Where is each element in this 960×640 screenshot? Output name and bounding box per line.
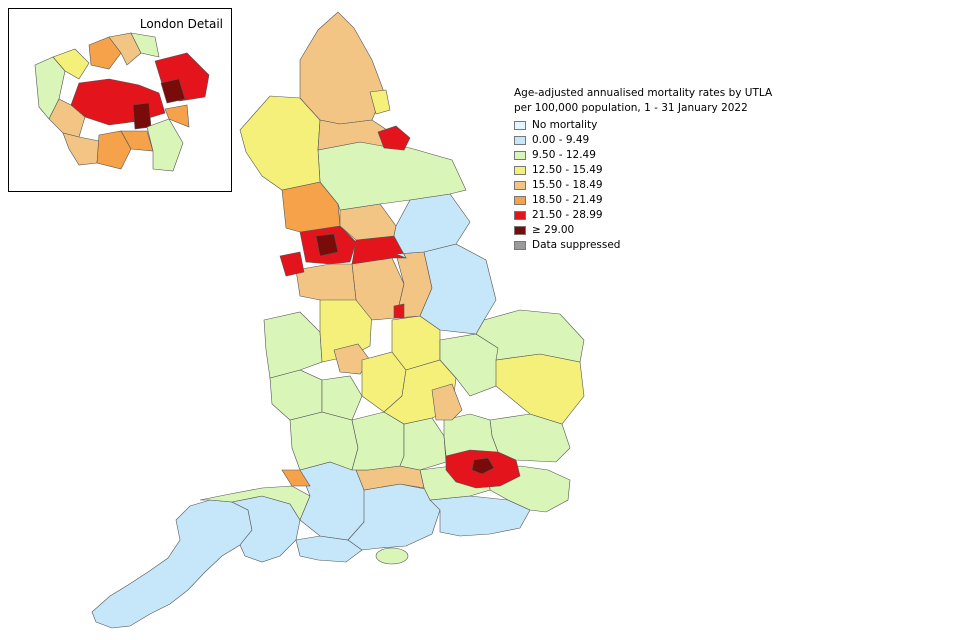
legend-label: Data suppressed — [532, 239, 621, 251]
legend-label: No mortality — [532, 119, 598, 131]
inset-borough-north-b — [108, 32, 142, 66]
region-herefordshire — [269, 369, 323, 421]
region-manchester-core — [315, 233, 339, 257]
legend-item: Data suppressed — [514, 238, 772, 253]
region-bedfordshire — [431, 383, 463, 421]
legend-swatch — [514, 226, 526, 235]
legend-title: Age-adjusted annualised mortality rates … — [514, 86, 772, 116]
region-gloucestershire — [289, 411, 359, 471]
legend-item: ≥ 29.00 — [514, 223, 772, 238]
inset-borough-central — [70, 78, 166, 126]
legend-label: 0.00 - 9.49 — [532, 134, 590, 146]
legend-items: No mortality 0.00 - 9.49 9.50 - 12.49 12.50… — [514, 118, 772, 253]
legend-title-line2: per 100,000 population, 1 - 31 January 2… — [514, 102, 748, 114]
legend-item: 9.50 - 12.49 — [514, 148, 772, 163]
region-oxfordshire — [351, 411, 405, 471]
legend-label: 12.50 - 15.49 — [532, 164, 603, 176]
legend-label: 21.50 - 28.99 — [532, 209, 603, 221]
region-worcestershire — [321, 375, 363, 421]
inset-borough-east-core — [160, 78, 186, 104]
inset-borough-south — [96, 130, 132, 170]
region-isle-of-wight — [375, 547, 409, 565]
legend-swatch — [514, 196, 526, 205]
inset-title: London Detail — [139, 17, 223, 31]
inset-borough-east — [164, 104, 190, 128]
legend-item: 18.50 - 21.49 — [514, 193, 772, 208]
london-inset-box: London Detail — [8, 8, 232, 192]
legend-swatch — [514, 181, 526, 190]
legend-label: 15.50 - 18.49 — [532, 179, 603, 191]
inset-borough-north-c — [130, 32, 160, 58]
region-east-riding — [393, 193, 471, 259]
legend-title-line1: Age-adjusted annualised mortality rates … — [514, 87, 773, 99]
region-bristol-area — [281, 469, 311, 487]
legend-swatch — [514, 136, 526, 145]
region-cheshire — [295, 263, 357, 301]
region-nottingham-city — [393, 303, 405, 319]
legend-label: 18.50 - 21.49 — [532, 194, 603, 206]
region-hampshire — [347, 483, 441, 551]
region-tees — [377, 125, 411, 151]
legend-item: 0.00 - 9.49 — [514, 133, 772, 148]
region-lincolnshire — [419, 243, 497, 335]
inset-borough-south-west — [62, 132, 100, 166]
legend-label: 9.50 - 12.49 — [532, 149, 596, 161]
region-shropshire — [263, 311, 323, 379]
legend-item: No mortality — [514, 118, 772, 133]
region-cornwall — [91, 499, 253, 629]
inset-borough-south-east — [146, 118, 184, 172]
legend-item: 15.50 - 18.49 — [514, 178, 772, 193]
london-inset-map — [34, 32, 210, 172]
region-tyne — [369, 89, 391, 115]
legend-swatch — [514, 241, 526, 250]
inset-borough-north-west — [52, 48, 90, 80]
region-sussex — [429, 495, 531, 537]
region-bucks — [399, 417, 447, 471]
inset-borough-central-core — [132, 102, 152, 130]
region-norfolk — [475, 309, 585, 363]
region-suffolk — [495, 353, 585, 425]
region-hertfordshire — [443, 413, 499, 457]
map-legend: Age-adjusted annualised mortality rates … — [514, 86, 772, 253]
legend-swatch — [514, 166, 526, 175]
region-london-core — [471, 457, 495, 475]
legend-swatch — [514, 121, 526, 130]
legend-swatch — [514, 151, 526, 160]
region-northumberland — [299, 11, 385, 125]
legend-swatch — [514, 211, 526, 220]
legend-label: ≥ 29.00 — [532, 224, 575, 236]
legend-item: 12.50 - 15.49 — [514, 163, 772, 178]
legend-item: 21.50 - 28.99 — [514, 208, 772, 223]
region-cumbria — [239, 95, 321, 191]
inset-borough-north-a — [88, 36, 122, 70]
region-merseyside — [279, 251, 305, 277]
